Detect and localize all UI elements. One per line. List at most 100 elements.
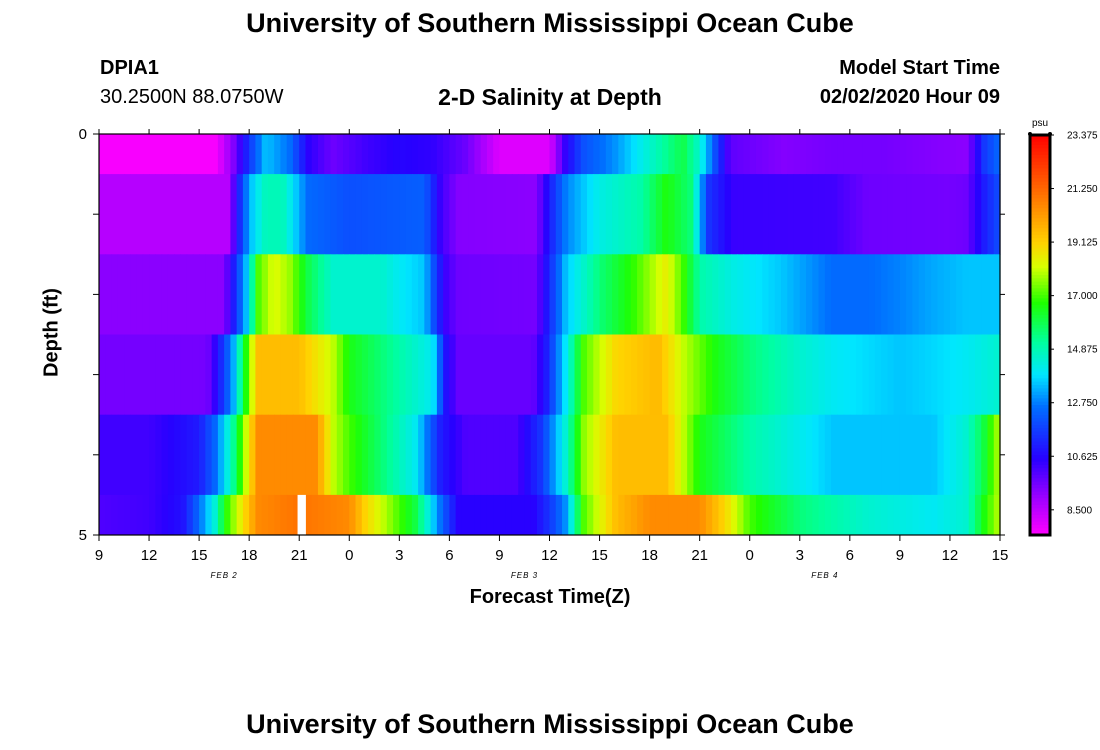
heatmap-cell [655,334,663,416]
heatmap-cell [343,134,350,175]
heatmap-cell [662,254,669,335]
heatmap-cell [505,174,513,255]
heatmap-cell [311,414,319,496]
heatmap-cell [274,494,282,536]
heatmap-cell [136,334,144,416]
colorbar-segment [1030,438,1050,443]
heatmap-cell [655,134,663,175]
x-tick-label: 0 [746,547,754,564]
heatmap-cell [649,414,657,496]
colorbar-segment [1030,385,1050,389]
heatmap-cell [261,254,269,335]
heatmap-cell [186,134,194,175]
heatmap-cell [280,174,288,255]
heatmap-cell [993,254,1001,335]
heatmap-cell [587,134,594,175]
heatmap-cell [167,414,175,496]
heatmap-cell [737,254,745,335]
heatmap-cell [587,414,594,496]
heatmap-cell [881,254,888,335]
heatmap-cell [393,174,400,255]
heatmap-cell [893,334,901,416]
colorbar-tick-label: 19.125 [1067,238,1098,249]
heatmap-cell [399,334,407,416]
heatmap-cell [843,334,851,416]
colorbar-segment [1030,501,1050,506]
heatmap-cell [230,254,238,335]
colorbar-segment [1030,448,1050,453]
heatmap-cell [993,334,1001,416]
heatmap-cell [536,494,544,536]
heatmap-cell [987,174,995,255]
page-title-bottom: University of Southern Mississippi Ocean… [246,709,854,739]
heatmap-cell [274,334,282,416]
heatmap-cell [399,254,407,335]
heatmap-cell [881,494,888,536]
heatmap-cell [849,134,857,175]
heatmap-cell [374,174,382,255]
colorbar-segment [1030,175,1050,179]
heatmap-cell [624,414,632,496]
colorbar-segment [1030,218,1050,223]
heatmap-cell [862,494,870,536]
heatmap-cell [662,174,669,255]
heatmap-cell [461,174,469,255]
heatmap-cell [167,134,175,175]
heatmap-cell [593,414,601,496]
x-tick-label: 12 [541,547,558,564]
heatmap-cell [236,494,244,536]
heatmap-cell [255,494,263,536]
heatmap-cell [499,414,507,496]
heatmap-cell [862,134,870,175]
heatmap-cell [405,334,413,416]
heatmap-cell [568,134,576,175]
heatmap-cell [568,494,576,536]
colorbar-segment [1030,235,1050,239]
heatmap-cell [142,174,150,255]
heatmap-cell [580,494,588,536]
colorbar-segment [1030,318,1050,323]
heatmap-cell [399,174,407,255]
heatmap-cell [730,174,738,255]
heatmap-cell [549,334,557,416]
heatmap-cell [474,494,482,536]
heatmap-cell [837,254,845,335]
heatmap-cell [292,134,300,175]
heatmap-cell [443,414,450,496]
heatmap-cell [343,254,350,335]
colorbar-segment [1030,518,1050,523]
heatmap-cell [730,254,738,335]
heatmap-cell [687,334,695,416]
heatmap-cell [361,494,369,536]
heatmap-cell [142,334,150,416]
heatmap-cell [987,254,995,335]
heatmap-cell [255,134,263,175]
heatmap-cell [662,134,669,175]
colorbar-segment [1030,451,1050,456]
heatmap-cell [580,254,588,335]
heatmap-cell [899,414,907,496]
heatmap-cell [493,174,501,255]
heatmap-cell [824,174,832,255]
heatmap-cell [368,494,375,536]
heatmap-cell [474,334,482,416]
heatmap-cell [411,494,419,536]
heatmap-cell [499,494,507,536]
heatmap-cell [418,494,425,536]
heatmap-cell [280,414,288,496]
heatmap-cell [455,414,463,496]
heatmap-cell [267,254,275,335]
colorbar-segment [1030,435,1050,439]
heatmap-cell [530,254,538,335]
heatmap-cell [355,254,363,335]
heatmap-cell [180,494,188,536]
heatmap-cell [518,414,526,496]
colorbar-segment [1030,521,1050,526]
heatmap-cell [843,494,851,536]
heatmap-cell [699,174,707,255]
heatmap-cell [868,254,876,335]
colorbar-segment [1030,205,1050,209]
heatmap-cell [399,494,407,536]
